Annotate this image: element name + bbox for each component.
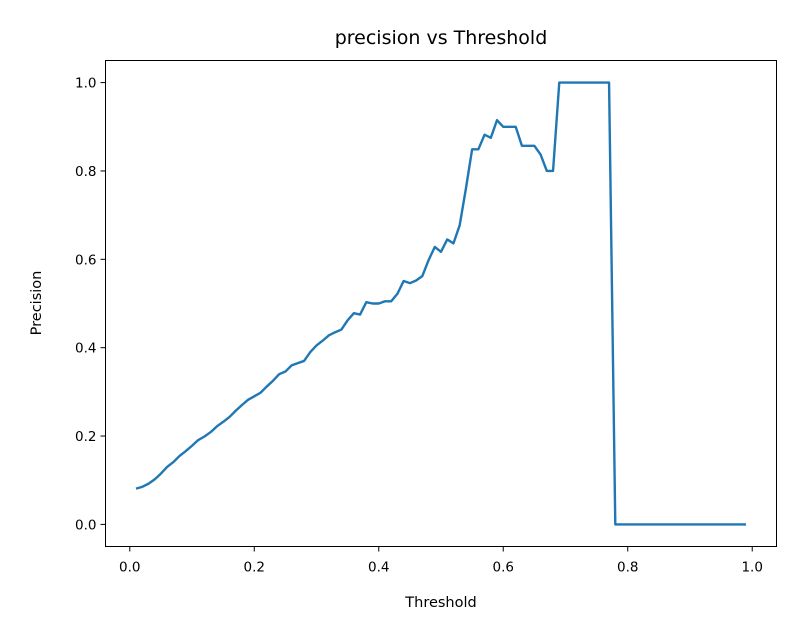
chart-title: precision vs Threshold bbox=[335, 27, 548, 49]
plot-area bbox=[105, 60, 777, 547]
x-axis-label: Threshold bbox=[404, 595, 476, 611]
y-tick-label: 0.2 bbox=[75, 429, 96, 445]
x-tick-label: 0.4 bbox=[368, 560, 389, 576]
x-axis: 0.0 0.2 0.4 0.6 0.8 1.0 bbox=[119, 546, 763, 576]
x-tick-label: 1.0 bbox=[741, 560, 762, 576]
plot-frame bbox=[105, 60, 777, 547]
x-tick-label: 0.6 bbox=[493, 560, 514, 576]
y-tick-label: 0.6 bbox=[75, 252, 96, 268]
x-tick-label: 0.8 bbox=[617, 560, 638, 576]
x-tick-label: 0.0 bbox=[119, 560, 140, 576]
y-tick-label: 1.0 bbox=[75, 76, 96, 92]
y-axis-label: Precision bbox=[29, 271, 45, 336]
y-axis: 0.0 0.2 0.4 0.6 0.8 1.0 bbox=[75, 76, 106, 533]
y-tick-label: 0.4 bbox=[75, 341, 96, 357]
y-tick-label: 0.8 bbox=[75, 164, 96, 180]
series-line-0 bbox=[135, 81, 746, 526]
y-tick-label: 0.0 bbox=[75, 517, 96, 533]
x-tick-label: 0.2 bbox=[244, 560, 265, 576]
series-layer bbox=[135, 81, 746, 526]
